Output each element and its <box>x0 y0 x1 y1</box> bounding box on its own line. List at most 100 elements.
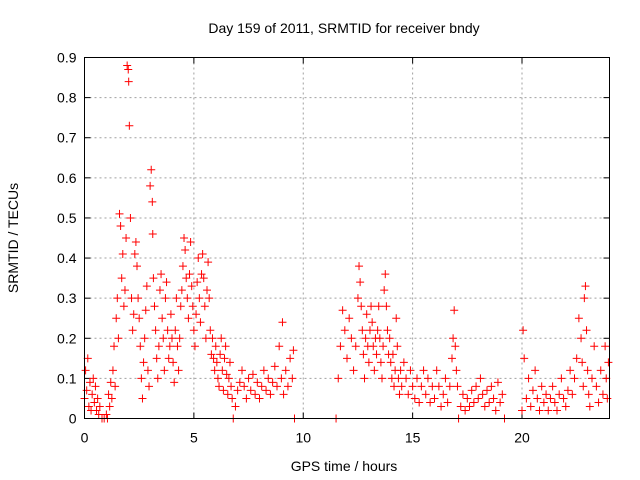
data-point <box>374 302 383 311</box>
data-point <box>259 366 268 375</box>
y-tick-label: 0 <box>69 411 77 427</box>
data-point <box>604 358 613 367</box>
data-point <box>535 406 544 415</box>
y-tick-label: 0.5 <box>57 210 77 226</box>
data-point <box>382 302 391 311</box>
chart-title: Day 159 of 2011, SRMTID for receiver bnd… <box>208 20 479 36</box>
x-tick-labels: 0 5 10 15 20 <box>81 57 530 446</box>
data-point <box>134 294 143 303</box>
data-point <box>170 378 179 387</box>
data-point <box>372 350 381 359</box>
data-point <box>270 362 279 371</box>
data-point <box>173 342 182 351</box>
data-point <box>222 370 231 379</box>
y-tick-label: 0.6 <box>57 170 77 186</box>
data-point <box>184 314 193 323</box>
data-point <box>550 398 559 407</box>
data-point <box>122 234 131 242</box>
data-point <box>277 374 286 383</box>
data-point <box>461 406 470 415</box>
data-point <box>149 274 158 283</box>
y-tick-labels: 0 0.1 0.2 0.3 0.4 0.5 0.6 0.7 0.8 0.9 <box>57 50 610 427</box>
data-point <box>582 326 591 335</box>
data-point <box>209 354 218 363</box>
data-point <box>219 386 228 395</box>
data-point <box>181 246 190 255</box>
data-points <box>80 61 613 423</box>
data-point <box>544 406 553 415</box>
data-point <box>166 310 175 319</box>
data-point <box>561 402 570 411</box>
data-point <box>148 197 157 206</box>
data-point <box>381 270 390 279</box>
data-point <box>472 382 481 391</box>
data-point <box>546 394 555 403</box>
data-point <box>153 374 162 383</box>
data-point <box>390 382 399 391</box>
data-point <box>338 306 347 315</box>
data-point <box>421 390 430 399</box>
data-point <box>351 342 360 351</box>
data-point <box>111 382 120 391</box>
data-point <box>357 302 366 311</box>
data-point <box>124 77 133 86</box>
data-point <box>145 382 154 391</box>
data-point <box>92 406 101 415</box>
data-point <box>251 390 260 399</box>
data-point <box>206 326 215 335</box>
data-point <box>164 354 173 363</box>
data-point <box>498 390 507 399</box>
data-point <box>147 165 156 174</box>
data-point <box>386 358 395 367</box>
data-point <box>590 342 599 351</box>
y-axis-label: SRMTID / TECUs <box>5 183 21 293</box>
data-point <box>262 386 271 395</box>
data-point <box>102 410 111 419</box>
data-point <box>385 334 394 343</box>
data-point <box>463 394 472 403</box>
data-point <box>555 390 564 399</box>
data-point <box>198 250 207 259</box>
data-point <box>154 342 163 351</box>
data-point <box>266 390 275 399</box>
data-point <box>143 366 152 375</box>
data-point <box>197 270 206 279</box>
data-point <box>180 234 189 242</box>
data-point <box>183 294 192 303</box>
data-point <box>423 374 432 383</box>
data-point <box>128 326 137 335</box>
x-axis-label: GPS time / hours <box>291 458 398 474</box>
data-point <box>451 342 460 351</box>
y-tick-label: 0.4 <box>57 250 77 266</box>
data-point <box>105 402 114 411</box>
data-point <box>196 318 205 327</box>
data-point <box>231 402 240 411</box>
data-point <box>246 386 255 395</box>
data-point <box>289 346 298 355</box>
data-point <box>588 374 596 383</box>
data-point <box>579 382 588 391</box>
data-point <box>81 366 90 375</box>
x-tick-label: 10 <box>295 430 311 446</box>
data-point <box>95 402 104 411</box>
data-point <box>491 406 500 415</box>
data-point <box>215 382 224 391</box>
data-point <box>347 334 356 343</box>
data-point <box>448 354 456 363</box>
data-point <box>489 394 498 403</box>
data-point <box>115 209 124 218</box>
data-point <box>174 366 183 375</box>
data-point <box>359 350 368 359</box>
data-point <box>432 366 441 375</box>
data-point <box>137 374 146 383</box>
data-point <box>91 382 100 391</box>
data-point <box>443 398 452 407</box>
data-point <box>596 366 605 375</box>
data-point <box>140 334 149 343</box>
data-point <box>110 342 119 351</box>
data-point <box>225 358 234 367</box>
data-point <box>539 398 548 407</box>
data-point <box>542 390 551 399</box>
data-point <box>188 302 197 311</box>
data-point <box>362 310 371 319</box>
